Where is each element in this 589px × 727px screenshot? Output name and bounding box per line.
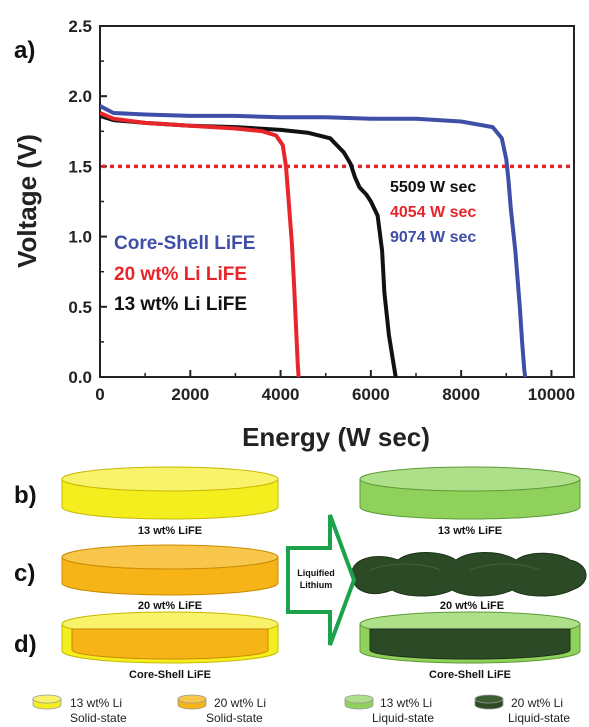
- legend-liquid-20wt: [474, 694, 504, 710]
- panel-label-c: c): [14, 560, 35, 587]
- x-tick-label: 10000: [528, 385, 575, 404]
- legend-liquid-20wt-line1: 20 wt% Li: [511, 696, 563, 710]
- caption-13wt-left: 13 wt% LiFE: [138, 525, 202, 537]
- annotation-20wt-energy: 4054 W sec: [390, 204, 476, 221]
- axis-ticks: [99, 25, 553, 378]
- x-tick-label: 4000: [262, 385, 300, 404]
- disc-core-shell-liquid: [359, 611, 581, 664]
- x-tick-labels: 0 2000 4000 6000 8000 10000: [95, 385, 575, 404]
- y-tick-label: 1.5: [68, 157, 92, 176]
- legend-solid-20wt: [177, 694, 207, 710]
- y-tick-label: 1.0: [68, 228, 92, 247]
- disc-13wt-liquid: [359, 466, 581, 520]
- panel-label-d: d): [14, 631, 37, 658]
- y-tick-label: 2.0: [68, 87, 92, 106]
- legend-solid-13wt: [32, 694, 62, 710]
- blob-20wt-liquid: [351, 552, 587, 597]
- disc-20wt-solid: [61, 544, 279, 596]
- y-tick-labels: 0.0 0.5 1.0 1.5 2.0 2.5: [68, 17, 92, 387]
- legend-liquid-13wt: [344, 694, 374, 710]
- legend-20wt: 20 wt% Li LiFE: [114, 264, 247, 285]
- arrow-label-line2: Lithium: [300, 580, 333, 590]
- caption-core-shell-left: Core-Shell LiFE: [129, 669, 211, 681]
- liquified-lithium-arrow: [286, 514, 357, 646]
- x-tick-label: 2000: [171, 385, 209, 404]
- x-tick-label: 0: [95, 385, 104, 404]
- caption-13wt-right: 13 wt% LiFE: [438, 525, 502, 537]
- disc-core-shell-solid: [61, 611, 279, 664]
- legend-solid-13wt-line2: Solid-state: [70, 711, 127, 725]
- x-tick-label: 8000: [442, 385, 480, 404]
- disc-13wt-solid: [61, 466, 279, 520]
- y-tick-label: 0.5: [68, 298, 92, 317]
- caption-20wt-left: 20 wt% LiFE: [138, 600, 202, 612]
- legend-liquid-20wt-line2: Liquid-state: [508, 711, 570, 725]
- arrow-label-line1: Liquified: [297, 568, 335, 578]
- annotation-13wt-energy: 5509 W sec: [390, 179, 476, 196]
- legend-core-shell: Core-Shell LiFE: [114, 233, 255, 254]
- y-tick-label: 0.0: [68, 368, 92, 387]
- legend-liquid-13wt-line1: 13 wt% Li: [380, 696, 432, 710]
- plot-frame: [99, 25, 575, 378]
- legend-13wt: 13 wt% Li LiFE: [114, 294, 247, 315]
- x-tick-label: 6000: [352, 385, 390, 404]
- panel-label-a: a): [14, 37, 35, 64]
- caption-core-shell-right: Core-Shell LiFE: [429, 669, 511, 681]
- legend-liquid-13wt-line2: Liquid-state: [372, 711, 434, 725]
- series-line-20wt: [100, 111, 301, 377]
- caption-20wt-right: 20 wt% LiFE: [440, 600, 504, 612]
- panel-label-b: b): [14, 482, 37, 509]
- x-axis-label: Energy (W sec): [242, 422, 430, 452]
- legend-solid-20wt-line2: Solid-state: [206, 711, 263, 725]
- y-axis-label: Voltage (V): [12, 134, 42, 268]
- legend-solid-13wt-line1: 13 wt% Li: [70, 696, 122, 710]
- series-line-core-shell: [100, 104, 528, 377]
- annotation-core-shell-energy: 9074 W sec: [390, 229, 476, 246]
- legend-solid-20wt-line1: 20 wt% Li: [214, 696, 266, 710]
- y-tick-label: 2.5: [68, 17, 92, 36]
